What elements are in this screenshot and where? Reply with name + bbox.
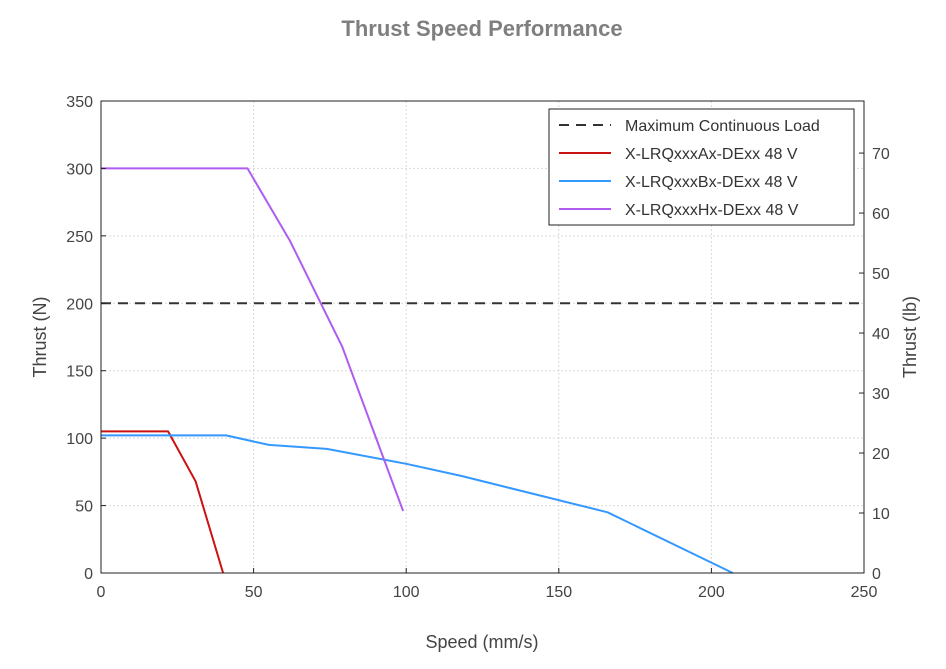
x-tick-label: 100: [393, 584, 420, 601]
x-axis-label: Speed (mm/s): [425, 632, 538, 652]
y2-axis-label: Thrust (lb): [900, 296, 920, 378]
y2-tick-label: 60: [872, 206, 890, 223]
x-tick-label: 50: [245, 584, 263, 601]
y2-tick-label: 20: [872, 446, 890, 463]
chart-title: Thrust Speed Performance: [341, 16, 622, 41]
x-tick-label: 200: [698, 584, 725, 601]
y2-tick-label: 30: [872, 386, 890, 403]
y2-tick-label: 0: [872, 566, 881, 583]
legend-label-2: X-LRQxxxAx-DExx 48 V: [625, 146, 798, 163]
y-tick-label: 350: [66, 94, 93, 111]
y-tick-label: 200: [66, 296, 93, 313]
x-tick-label: 250: [851, 584, 878, 601]
y2-tick-label: 40: [872, 326, 890, 343]
legend-box: [548, 108, 855, 226]
legend-label-4: X-LRQxxxHx-DExx 48 V: [625, 202, 799, 219]
series-line-4: [101, 167, 405, 512]
series-line-3: [101, 434, 734, 574]
y-tick-label: 100: [66, 431, 93, 448]
x-tick-label: 0: [97, 584, 106, 601]
plot-frame: [100, 100, 865, 574]
y-tick-label: 250: [66, 229, 93, 246]
legend: Maximum Continuous Load X-LRQxxxAx-DExx 4…: [548, 108, 855, 226]
y2-tick-label: 70: [872, 146, 890, 163]
y-tick-label: 50: [75, 499, 93, 516]
x-tick-label: 150: [545, 584, 572, 601]
legend-label-3: X-LRQxxxBx-DExx 48 V: [625, 174, 798, 191]
series-line-2: [101, 430, 225, 574]
y-tick-label: 150: [66, 364, 93, 381]
series-layer: [101, 167, 864, 574]
y2-tick-label: 50: [872, 266, 890, 283]
y-axis-label: Thrust (N): [30, 297, 50, 378]
legend-label-1: Maximum Continuous Load: [625, 118, 820, 135]
y-tick-label: 0: [84, 566, 93, 583]
y2-tick-label: 10: [872, 506, 890, 523]
tick-layer: 0 50 100 150 200 2500501001502002503003500102…: [66, 94, 890, 601]
y-tick-label: 300: [66, 161, 93, 178]
